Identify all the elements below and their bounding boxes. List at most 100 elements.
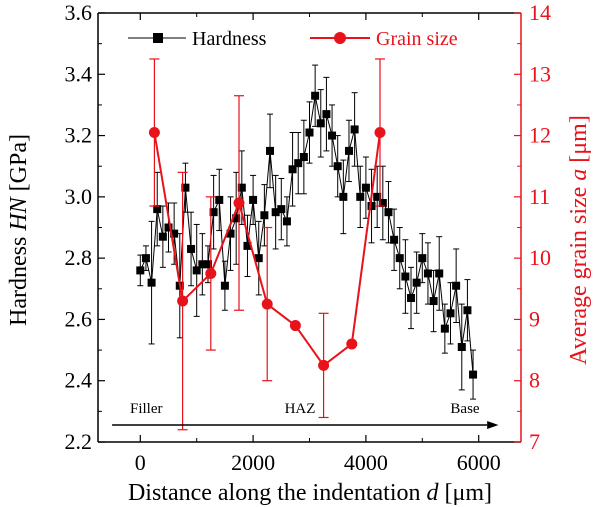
legend-grain-size-label: Grain size bbox=[376, 28, 458, 50]
hardness-point bbox=[282, 217, 291, 226]
grain-size-point bbox=[374, 127, 386, 139]
y-left-axis-title-symbol: HN bbox=[6, 195, 32, 231]
y-right-tick-label: 11 bbox=[529, 184, 550, 209]
hardness-point bbox=[249, 195, 258, 204]
y-right-axis-title-unit: [μm] bbox=[566, 115, 592, 169]
hardness-series bbox=[136, 64, 478, 400]
y-right-tick-label: 8 bbox=[529, 368, 540, 393]
hardness-point bbox=[158, 232, 167, 241]
grain-size-point bbox=[289, 320, 301, 332]
hardness-point bbox=[469, 370, 478, 379]
y-left-axis-title-unit: [GPa] bbox=[6, 134, 32, 197]
hardness-point bbox=[203, 260, 212, 269]
hardness-point bbox=[378, 198, 387, 207]
hardness-point bbox=[322, 110, 331, 119]
hardness-point bbox=[407, 293, 416, 302]
y-left-tick-label: 3.2 bbox=[65, 123, 93, 148]
hardness-point bbox=[316, 119, 325, 128]
hardness-point bbox=[356, 192, 365, 201]
legend-grain-size-marker bbox=[334, 32, 346, 44]
x-axis-title: Distance along the indentation d [μm] bbox=[128, 480, 492, 506]
hardness-point bbox=[333, 162, 342, 171]
hardness-point bbox=[226, 229, 235, 238]
x-axis-title-symbol: d bbox=[427, 480, 440, 506]
hardness-point bbox=[266, 146, 275, 155]
hardness-point bbox=[209, 208, 218, 217]
grain-size-point bbox=[148, 127, 160, 139]
grain-size-point bbox=[233, 197, 245, 209]
y-right-tick-label: 14 bbox=[529, 0, 551, 25]
hardness-point bbox=[215, 195, 224, 204]
y-left-tick-label: 2.8 bbox=[65, 245, 93, 270]
hardness-point bbox=[361, 183, 370, 192]
hardness-point bbox=[260, 211, 269, 220]
hardness-point bbox=[192, 266, 201, 275]
y-left-tick-label: 3.6 bbox=[65, 0, 93, 25]
y-right-axis-title: Average grain size a [μm] bbox=[566, 115, 592, 365]
hardness-point bbox=[153, 205, 162, 214]
hardness-point bbox=[390, 235, 399, 244]
region-label-filler: Filler bbox=[130, 401, 163, 417]
hardness-point bbox=[164, 223, 173, 232]
hardness-point bbox=[237, 183, 246, 192]
y-left-tick-label: 3.0 bbox=[65, 184, 93, 209]
y-left-tick-label: 2.2 bbox=[65, 429, 93, 454]
hardness-point bbox=[277, 205, 286, 214]
hardness-point bbox=[181, 183, 190, 192]
hardness-point bbox=[220, 281, 229, 290]
hardness-point bbox=[429, 297, 438, 306]
hardness-point bbox=[311, 91, 320, 100]
hardness-point bbox=[452, 281, 461, 290]
y-right-axis-title-symbol: a bbox=[566, 169, 592, 181]
grain-size-point bbox=[205, 267, 217, 279]
grain-size-series bbox=[148, 58, 386, 431]
grain-size-point bbox=[261, 298, 273, 310]
legend-hardness-label: Hardness bbox=[192, 28, 267, 50]
x-tick-label: 4000 bbox=[344, 450, 388, 475]
hardness-point bbox=[457, 343, 466, 352]
legend-hardness-marker bbox=[153, 33, 163, 43]
hardness-point bbox=[187, 244, 196, 253]
y-right-tick-label: 12 bbox=[529, 123, 551, 148]
y-right-tick-label: 9 bbox=[529, 306, 540, 331]
region-label-haz: HAZ bbox=[285, 401, 316, 417]
y-left-tick-label: 3.4 bbox=[65, 61, 93, 86]
x-tick-label: 0 bbox=[135, 450, 146, 475]
hardness-point bbox=[147, 278, 156, 287]
y-right-axis-title-text: Average grain size bbox=[566, 181, 592, 365]
hardness-point bbox=[232, 214, 241, 223]
hardness-point bbox=[384, 208, 393, 217]
x-axis-title-unit: [μm] bbox=[439, 480, 493, 506]
region-arrow-head bbox=[487, 421, 499, 429]
y-left-tick-label: 2.6 bbox=[65, 306, 93, 331]
hardness-point bbox=[401, 272, 410, 281]
hardness-point bbox=[254, 254, 263, 263]
hardness-point bbox=[367, 202, 376, 211]
y-left-axis-title: Hardness HN [GPa] bbox=[6, 134, 32, 326]
hardness-point bbox=[294, 159, 303, 168]
grain-size-point bbox=[346, 338, 358, 350]
y-left-axis-title-text: Hardness bbox=[6, 231, 32, 326]
hardness-point bbox=[305, 128, 314, 137]
x-tick-label: 6000 bbox=[457, 450, 501, 475]
hardness-point bbox=[418, 254, 427, 263]
hardness-point bbox=[288, 165, 297, 174]
hardness-line bbox=[139, 95, 474, 375]
hardness-point bbox=[344, 146, 353, 155]
grain-size-point bbox=[177, 295, 189, 307]
hardness-point bbox=[435, 269, 444, 278]
y-right-tick-label: 7 bbox=[529, 429, 540, 454]
hardness-point bbox=[373, 192, 382, 201]
hardness-point bbox=[339, 192, 348, 201]
hardness-point bbox=[271, 208, 280, 217]
y-right-tick-label: 13 bbox=[529, 61, 551, 86]
x-tick-label: 2000 bbox=[231, 450, 275, 475]
hardness-point bbox=[446, 309, 455, 318]
hardness-point bbox=[440, 324, 449, 333]
hardness-point bbox=[170, 229, 179, 238]
hardness-point bbox=[423, 269, 432, 278]
hardness-point bbox=[136, 266, 145, 275]
y-left-tick-label: 2.4 bbox=[65, 368, 93, 393]
hardness-point bbox=[412, 278, 421, 287]
